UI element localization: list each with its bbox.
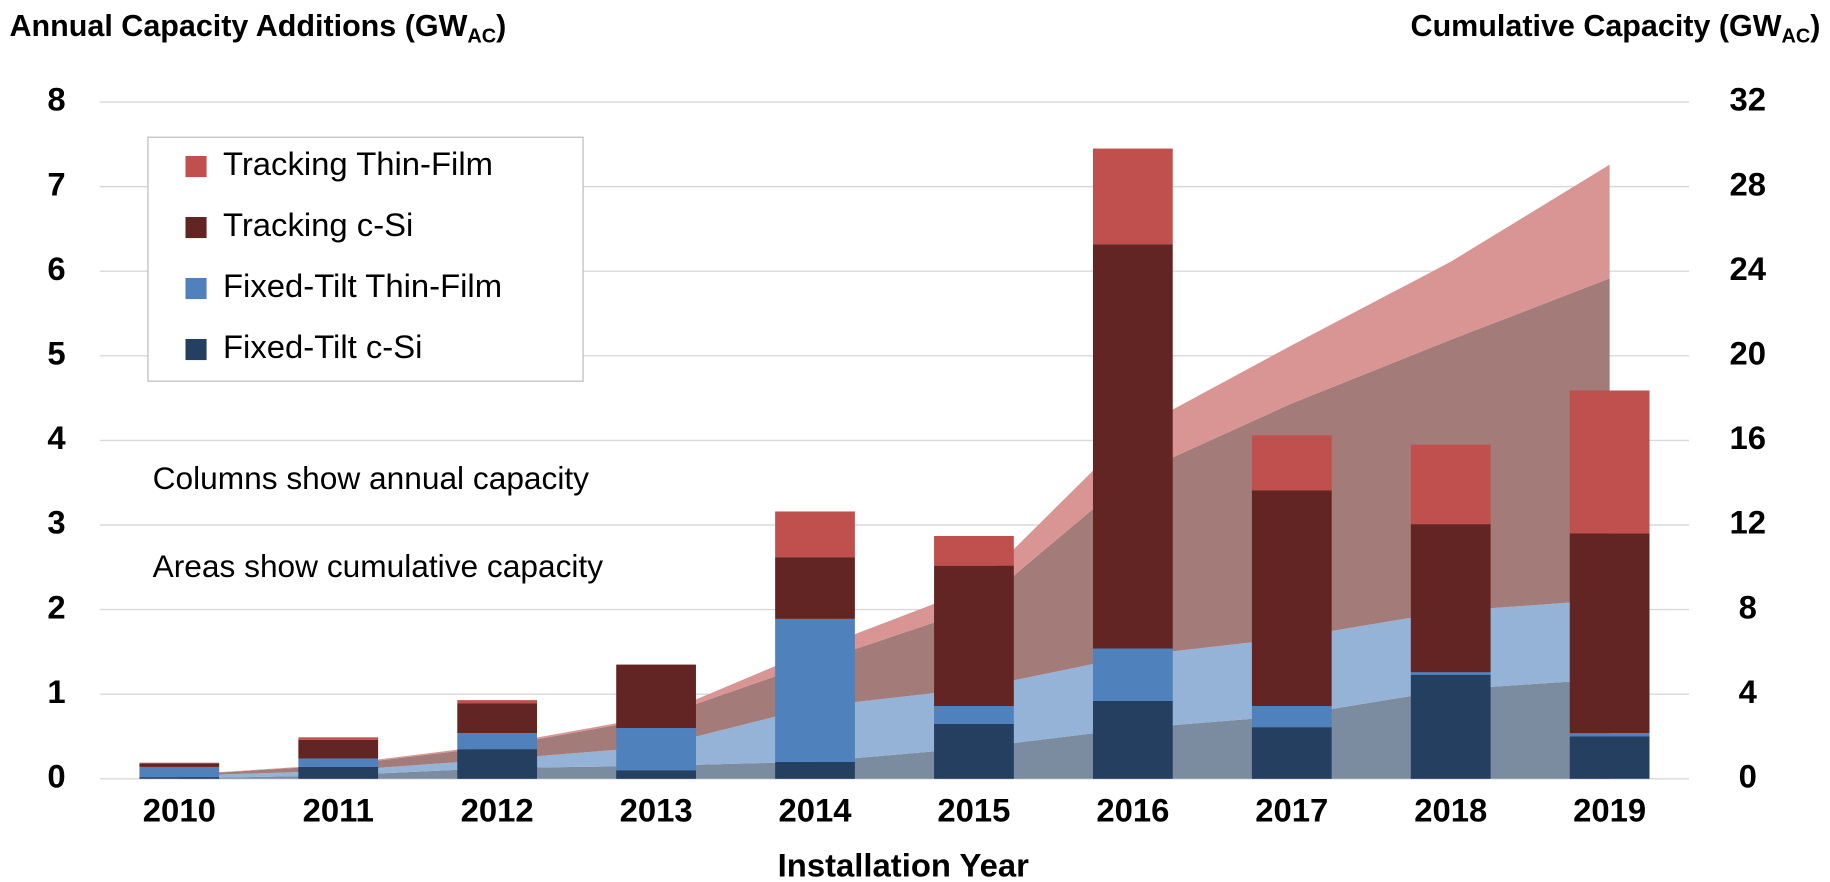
annotation: Areas show cumulative capacity	[153, 548, 604, 584]
bar	[775, 557, 855, 619]
bar	[616, 728, 696, 771]
bar	[775, 761, 855, 779]
x-tick-label: 2012	[461, 791, 534, 828]
x-tick-label: 2016	[1096, 791, 1169, 828]
bar	[1092, 700, 1173, 779]
x-tick-label: 2013	[620, 791, 693, 828]
bar	[934, 723, 1014, 779]
x-tick-label: 2011	[303, 791, 374, 828]
bar	[1251, 435, 1332, 491]
y-tick-label: 0	[47, 757, 65, 794]
y2-tick-label: 28	[1729, 165, 1766, 202]
legend-swatch	[185, 277, 207, 300]
y-tick-label: 3	[47, 504, 65, 541]
y-tick-label: 7	[47, 165, 65, 202]
legend-label: Fixed-Tilt c-Si	[223, 328, 422, 365]
bar	[298, 737, 379, 740]
x-tick-label: 2015	[937, 791, 1010, 828]
y-tick-label: 8	[47, 81, 65, 118]
legend-swatch	[185, 155, 207, 178]
bar	[934, 565, 1014, 707]
bar	[298, 766, 379, 779]
x-tick-label: 2014	[778, 791, 852, 828]
legend-swatch	[185, 338, 207, 361]
bar	[298, 739, 379, 759]
y2-tick-label: 24	[1729, 250, 1766, 287]
bar	[934, 706, 1014, 724]
bar	[457, 700, 538, 704]
bar	[139, 777, 220, 779]
bar	[139, 766, 220, 778]
y2-tick-label: 8	[1739, 588, 1757, 625]
y2-tick-label: 16	[1729, 419, 1766, 456]
bar	[934, 536, 1014, 566]
bar	[1410, 524, 1491, 673]
legend-label: Tracking c-Si	[223, 206, 413, 243]
x-tick-label: 2017	[1255, 791, 1328, 828]
bar	[1410, 672, 1491, 675]
x-tick-label: 2010	[143, 791, 216, 828]
y-axis-title: Annual Capacity Additions (GWAC)	[10, 9, 507, 48]
bar	[1092, 648, 1173, 701]
y2-tick-label: 32	[1729, 81, 1766, 118]
y-tick-label: 2	[47, 588, 65, 625]
legend-label: Tracking Thin-Film	[223, 145, 493, 182]
bar	[457, 749, 538, 779]
legend-label: Fixed-Tilt Thin-Film	[223, 267, 502, 304]
bar	[775, 511, 855, 558]
bar	[139, 762, 220, 764]
y-tick-label: 4	[47, 419, 66, 456]
bar	[139, 763, 220, 767]
x-axis-title: Installation Year	[778, 847, 1029, 882]
x-tick-label: 2019	[1573, 791, 1646, 828]
y2-tick-label: 0	[1739, 757, 1757, 794]
bar	[1569, 390, 1650, 534]
bar	[616, 770, 696, 779]
legend-box	[147, 136, 584, 382]
bar	[1251, 490, 1332, 707]
y2-tick-label: 20	[1729, 334, 1766, 371]
bar	[616, 664, 696, 729]
bar	[1410, 444, 1491, 525]
bar	[1569, 733, 1650, 737]
y2-tick-label: 4	[1739, 673, 1758, 710]
y2-axis-title: Cumulative Capacity (GWAC)	[1411, 9, 1821, 48]
annotation: Columns show annual capacity	[153, 460, 590, 496]
legend-swatch	[185, 216, 207, 239]
bar	[1569, 533, 1650, 734]
bar	[1410, 674, 1491, 779]
bar	[1569, 736, 1650, 779]
y-tick-label: 1	[47, 673, 65, 710]
bar	[298, 758, 379, 767]
bar	[1251, 727, 1332, 779]
y-tick-label: 6	[47, 250, 65, 287]
y2-tick-label: 12	[1729, 504, 1766, 541]
bar	[1092, 244, 1173, 649]
bar	[1092, 148, 1173, 245]
bar	[775, 618, 855, 762]
x-tick-label: 2018	[1414, 791, 1487, 828]
y-tick-label: 5	[47, 334, 65, 371]
bar	[1251, 706, 1332, 728]
bar	[457, 703, 538, 734]
bar	[457, 733, 538, 750]
